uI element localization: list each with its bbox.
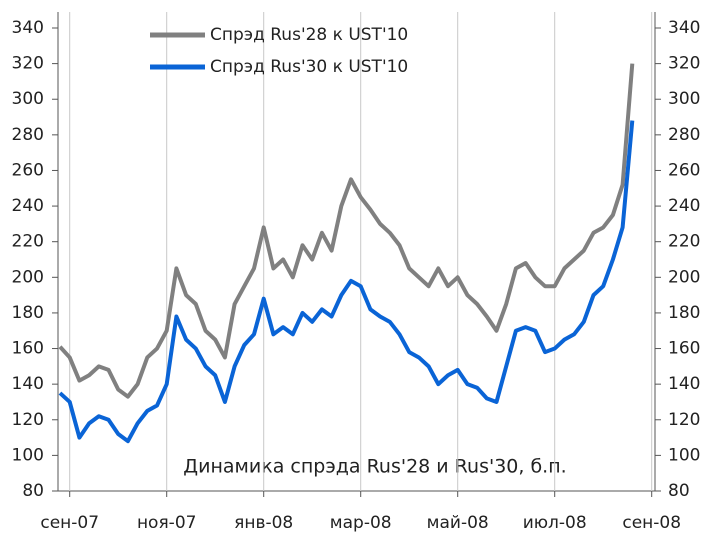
y-tick-label: 100 — [12, 445, 44, 465]
y2-tick-label: 200 — [668, 267, 700, 287]
series-line — [58, 120, 635, 444]
legend-label: Спрэд Rus'28 к UST'10 — [210, 25, 408, 45]
y-tick-label: 340 — [12, 18, 44, 38]
x-tick-label: июл-08 — [523, 513, 587, 533]
y-tick-label: 280 — [12, 125, 44, 145]
y-tick-label: 80 — [22, 481, 44, 501]
x-tick-label: ноя-07 — [137, 513, 197, 533]
x-tick-label: сен-07 — [40, 513, 99, 533]
legend-label: Спрэд Rus'30 к UST'10 — [210, 57, 408, 77]
y-tick-label: 320 — [12, 54, 44, 74]
x-tick-label: май-08 — [427, 513, 489, 533]
y-tick-label: 180 — [12, 303, 44, 323]
y-tick-label: 200 — [12, 267, 44, 287]
x-tick-label: сен-08 — [622, 513, 681, 533]
series-line — [58, 63, 635, 399]
y-tick-label: 160 — [12, 339, 44, 359]
y2-tick-label: 100 — [668, 445, 700, 465]
y2-tick-label: 340 — [668, 18, 700, 38]
x-tick-label: янв-08 — [234, 513, 293, 533]
y2-tick-label: 260 — [668, 160, 700, 180]
y-tick-label: 300 — [12, 89, 44, 109]
y2-tick-label: 280 — [668, 125, 700, 145]
y2-tick-label: 80 — [668, 481, 690, 501]
y2-tick-label: 240 — [668, 196, 700, 216]
y2-tick-label: 180 — [668, 303, 700, 323]
y-tick-label: 220 — [12, 232, 44, 252]
annotation: Динамика спрэда Rus'28 и Rus'30, б.п. — [183, 456, 566, 478]
y-tick-label: 260 — [12, 160, 44, 180]
y2-tick-label: 120 — [668, 410, 700, 430]
y-tick-label: 120 — [12, 410, 44, 430]
y2-tick-label: 140 — [668, 374, 700, 394]
y2-tick-label: 320 — [668, 54, 700, 74]
y2-tick-label: 220 — [668, 232, 700, 252]
y-tick-label: 140 — [12, 374, 44, 394]
y2-tick-label: 300 — [668, 89, 700, 109]
y2-tick-label: 160 — [668, 339, 700, 359]
y-tick-label: 240 — [12, 196, 44, 216]
x-tick-label: мар-08 — [330, 513, 392, 533]
